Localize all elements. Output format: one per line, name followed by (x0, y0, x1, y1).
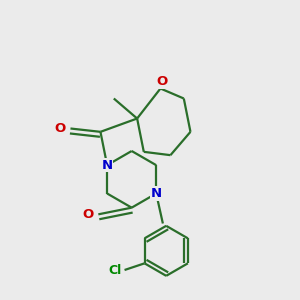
Text: O: O (157, 75, 168, 88)
Text: N: N (151, 187, 162, 200)
Text: O: O (55, 122, 66, 135)
Text: N: N (102, 159, 113, 172)
Text: Cl: Cl (108, 263, 121, 277)
Text: O: O (83, 208, 94, 221)
